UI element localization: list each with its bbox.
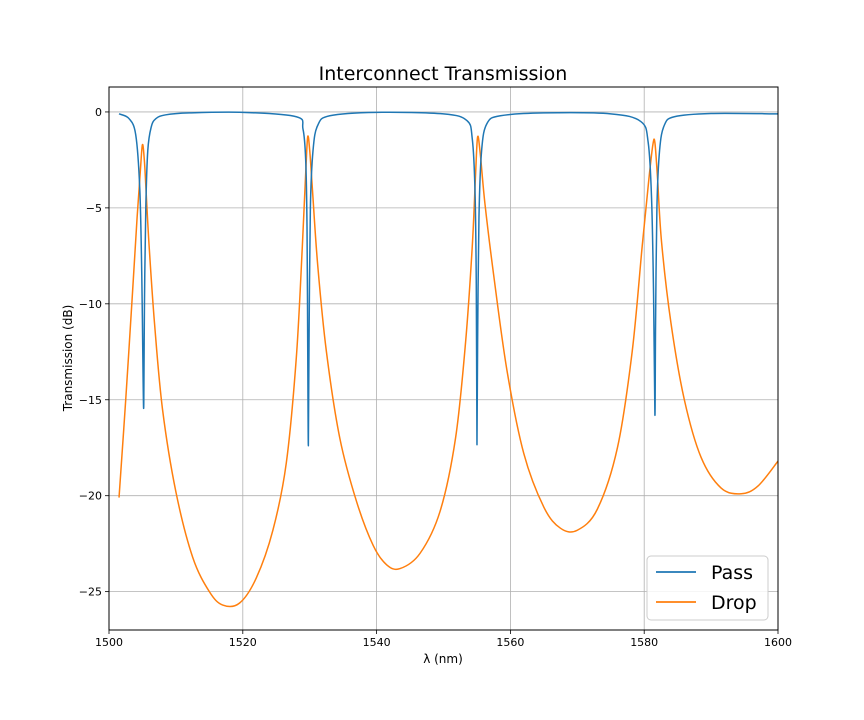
legend-label-pass: Pass	[711, 562, 753, 584]
y-tick-label: 0	[95, 106, 102, 119]
x-tick-label: 1560	[496, 636, 524, 649]
y-tick-label: −10	[79, 298, 102, 311]
legend: Pass Drop	[646, 555, 769, 621]
grid-lines	[108, 87, 779, 630]
series-layer	[118, 111, 779, 608]
x-axis-label: λ (nm)	[423, 652, 463, 666]
y-tick-label: −15	[79, 394, 102, 407]
y-tick-label: −20	[79, 490, 102, 503]
legend-label-drop: Drop	[711, 592, 757, 614]
x-tick-label: 1500	[95, 636, 123, 649]
y-tick-label: −25	[79, 586, 102, 599]
y-axis-label: Transmission (dB)	[61, 305, 75, 413]
plot-frame	[108, 86, 779, 631]
series-line-pass	[118, 111, 779, 447]
chart-title: Interconnect Transmission	[319, 63, 568, 85]
series-line-drop	[118, 135, 779, 608]
y-tick-label: −5	[86, 202, 102, 215]
axis-ticks: 1500 1520 1540 1560 1580 1600 0 −5 −10 −15 −20 −25	[79, 106, 792, 649]
x-tick-label: 1540	[363, 636, 391, 649]
x-tick-label: 1600	[764, 636, 792, 649]
x-tick-label: 1580	[630, 636, 658, 649]
x-tick-label: 1520	[229, 636, 257, 649]
